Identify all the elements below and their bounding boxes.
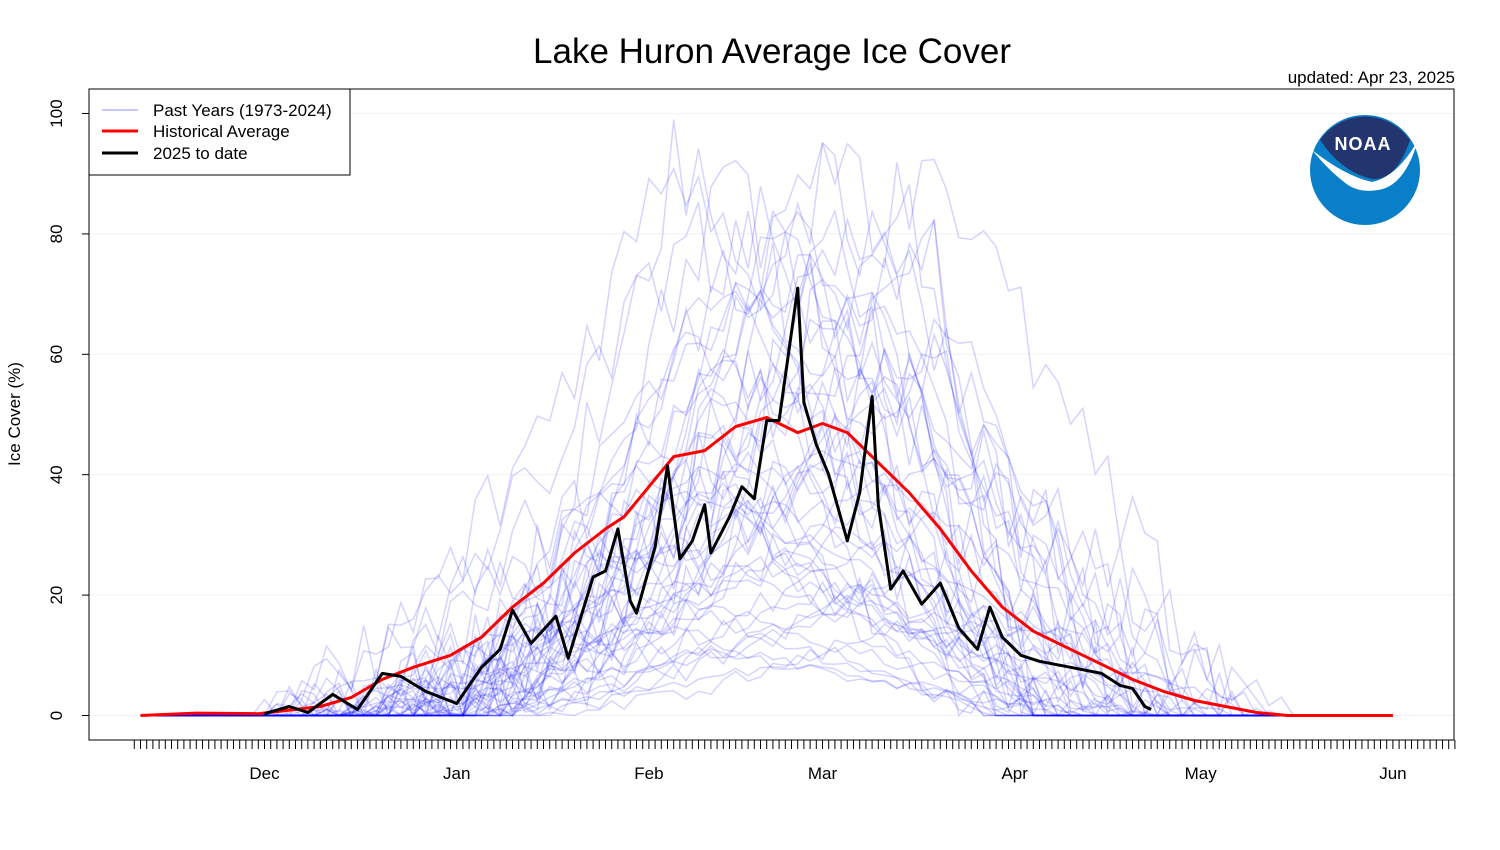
past-year-line xyxy=(140,158,1344,717)
past-year-line xyxy=(140,450,1344,717)
x-tick-label-may: May xyxy=(1185,764,1218,783)
past-year-line xyxy=(140,349,1344,718)
past-year-line xyxy=(140,640,1344,717)
legend-label-historical-average: Historical Average xyxy=(153,122,290,141)
past-year-line xyxy=(140,526,1344,717)
legend-label-past-years: Past Years (1973-2024) xyxy=(153,101,332,120)
past-year-line xyxy=(140,331,1344,718)
past-year-line xyxy=(140,218,1344,717)
past-year-line xyxy=(140,449,1344,718)
past-year-line xyxy=(140,119,1344,717)
past-year-line xyxy=(140,599,1344,717)
past-year-line xyxy=(140,166,1344,718)
past-year-line xyxy=(140,184,1344,718)
series-lines xyxy=(140,286,1393,717)
past-year-line xyxy=(140,481,1344,717)
past-year-line xyxy=(140,218,1344,719)
past-year-line xyxy=(140,448,1344,717)
past-year-line xyxy=(140,231,1344,718)
past-year-line xyxy=(140,281,1344,717)
series-line-2025-to-date xyxy=(264,286,1152,716)
x-tick-label-apr: Apr xyxy=(1001,764,1028,783)
past-year-line xyxy=(140,208,1344,717)
past-years-lines xyxy=(140,119,1344,719)
past-year-line xyxy=(140,348,1344,717)
past-year-line xyxy=(140,451,1344,717)
x-axis: Dec Jan Feb Mar Apr May Jun xyxy=(133,740,1456,783)
y-axis-label: Ice Cover (%) xyxy=(5,362,24,466)
y-tick-label-20: 20 xyxy=(47,586,66,605)
x-tick-label-jan: Jan xyxy=(443,764,470,783)
x-tick-label-mar: Mar xyxy=(808,764,838,783)
y-tick-label-0: 0 xyxy=(47,711,66,720)
past-year-line xyxy=(140,201,1344,717)
y-tick-label-100: 100 xyxy=(47,99,66,127)
past-year-line xyxy=(140,210,1344,717)
plot-frame xyxy=(88,88,1455,741)
past-year-line xyxy=(140,490,1344,717)
noaa-logo-gull-icon xyxy=(1312,140,1418,191)
past-year-line xyxy=(140,523,1344,717)
past-year-line xyxy=(140,580,1344,717)
past-year-line xyxy=(140,496,1344,718)
past-year-line xyxy=(140,352,1344,718)
past-year-line xyxy=(140,609,1344,717)
x-tick-label-dec: Dec xyxy=(249,764,280,783)
past-year-line xyxy=(140,462,1344,717)
past-year-line xyxy=(140,141,1344,717)
past-year-line xyxy=(140,291,1344,718)
past-year-line xyxy=(140,582,1344,717)
past-year-line xyxy=(140,646,1344,717)
past-year-line xyxy=(140,431,1344,717)
past-year-line xyxy=(140,317,1344,717)
chart-title: Lake Huron Average Ice Cover xyxy=(533,32,1011,71)
series-line-historical-average xyxy=(140,416,1393,717)
past-year-line xyxy=(140,302,1344,718)
y-tick-label-80: 80 xyxy=(47,224,66,243)
legend-label-2025: 2025 to date xyxy=(153,144,248,163)
noaa-logo-text: NOAA xyxy=(1335,134,1392,154)
x-tick-label-jun: Jun xyxy=(1379,764,1406,783)
past-year-line xyxy=(140,159,1344,717)
past-year-line xyxy=(140,511,1344,717)
past-year-line xyxy=(140,142,1344,719)
y-tick-label-60: 60 xyxy=(47,345,66,364)
past-year-line xyxy=(140,567,1344,717)
past-year-line xyxy=(140,281,1344,718)
past-year-line xyxy=(140,506,1344,717)
past-year-line xyxy=(140,555,1344,717)
past-year-line xyxy=(140,618,1344,717)
past-year-line xyxy=(140,383,1344,718)
y-tick-label-40: 40 xyxy=(47,465,66,484)
x-tick-label-feb: Feb xyxy=(634,764,663,783)
past-year-line xyxy=(140,305,1344,717)
y-axis: 0 20 40 60 80 100 xyxy=(47,99,89,720)
past-year-line xyxy=(140,604,1344,717)
noaa-logo-top xyxy=(1320,116,1410,179)
past-year-line xyxy=(140,648,1344,717)
past-year-line xyxy=(140,186,1344,717)
noaa-logo: NOAA xyxy=(1310,115,1420,225)
legend: Past Years (1973-2024) Historical Averag… xyxy=(88,88,351,176)
updated-label: updated: Apr 23, 2025 xyxy=(1288,68,1455,87)
